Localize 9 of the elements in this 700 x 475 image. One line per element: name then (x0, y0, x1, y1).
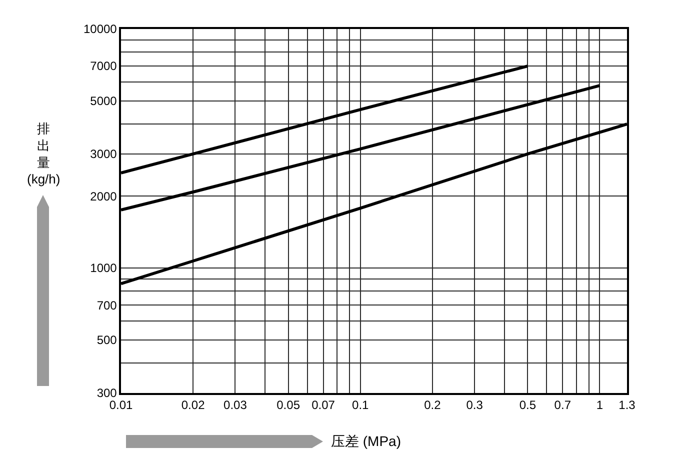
x-tick-label: 1.3 (618, 398, 636, 412)
x-tick-label: 0.2 (424, 398, 442, 412)
x-tick-label: 0.3 (466, 398, 484, 412)
x-tick-label: 0.5 (519, 398, 536, 412)
x-tick-label: 1 (596, 398, 604, 412)
y-tick-label: 10000 (83, 22, 118, 36)
y-tick-label: 5000 (90, 94, 118, 108)
x-tick-label: 0.7 (554, 398, 572, 412)
y-tick-label: 7000 (90, 59, 118, 74)
